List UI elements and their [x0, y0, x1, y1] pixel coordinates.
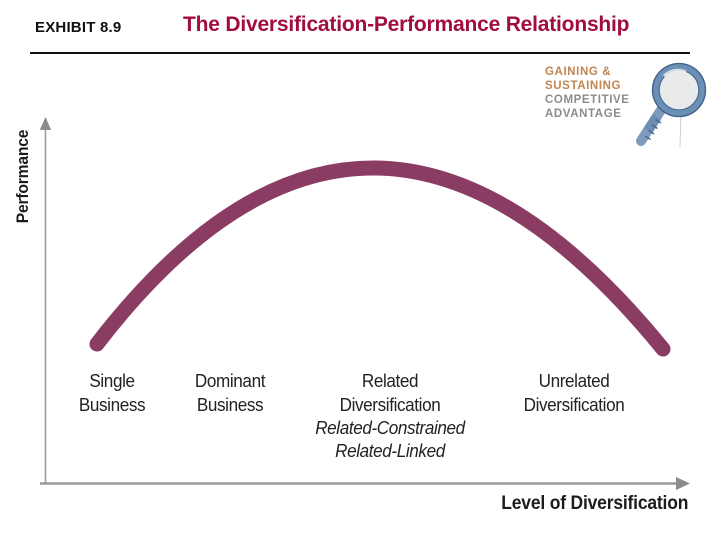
category-line: Related — [361, 371, 419, 391]
logo-text: GAINING & SUSTAINING COMPETITIVE ADVANTA… — [545, 65, 630, 121]
x-axis-label: Level of Diversification — [501, 493, 688, 514]
y-axis-arrow-icon — [39, 117, 52, 130]
logo-line-4: ADVANTAGE — [545, 108, 622, 120]
category-unrelated-diversification: Unrelated Diversification — [479, 369, 669, 417]
y-axis-label: Performance — [13, 129, 32, 224]
logo-line-3: COMPETITIVE — [545, 94, 630, 106]
x-axis-arrow-icon — [676, 477, 690, 490]
category-dominant-business: Dominant Business — [164, 369, 297, 417]
header-divider — [30, 52, 690, 54]
category-line: Dominant — [194, 371, 266, 391]
category-line: Business — [78, 395, 146, 415]
category-line: Diversification — [523, 395, 625, 415]
logo-line-1: GAINING & — [545, 66, 612, 78]
category-line: Business — [196, 395, 264, 415]
page-title: The Diversification-Performance Relation… — [183, 13, 630, 36]
category-single-business: Single Business — [46, 369, 179, 417]
category-subline: Related-Constrained — [315, 418, 465, 438]
category-line: Single — [89, 371, 135, 391]
exhibit-label: EXHIBIT 8.9 — [35, 19, 122, 36]
logo-line-2: SUSTAINING — [545, 80, 622, 92]
magnifying-glass-icon — [636, 62, 707, 148]
category-related-diversification: Related Diversification Related-Constrai… — [295, 369, 485, 463]
category-subline: Related-Linked — [335, 441, 445, 461]
performance-curve — [89, 160, 671, 357]
category-line: Unrelated — [538, 371, 610, 391]
category-line: Diversification — [339, 395, 441, 415]
